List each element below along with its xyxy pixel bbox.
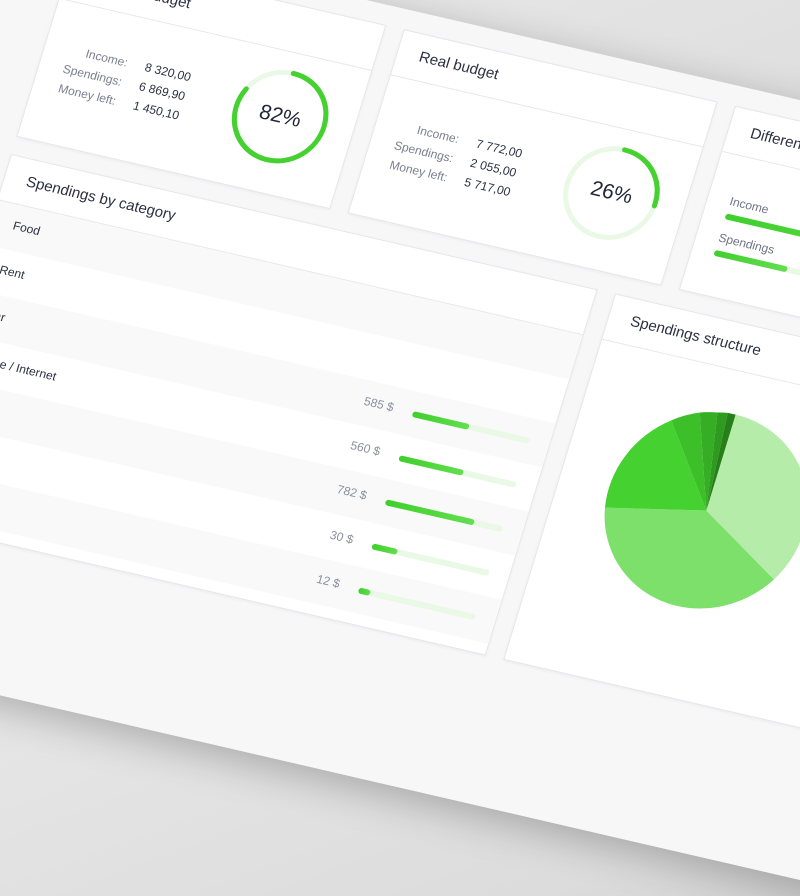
real-budget-values: Income:7 772,00 Spendings:2 055,00 Money… — [372, 113, 525, 202]
difference-income-label: Income — [727, 194, 771, 217]
category-amount: 585 $ — [362, 394, 396, 415]
category-bar — [398, 455, 517, 488]
category-bar — [357, 587, 477, 621]
spendings-pie-chart — [604, 412, 800, 609]
planned-budget-values: Income:8 320,00 Spendings:6 869,90 Money… — [41, 37, 194, 126]
planned-progress-ring: 82% — [217, 57, 344, 175]
planned-percent: 82% — [256, 100, 305, 132]
category-bar — [371, 543, 490, 577]
category-amount: 560 $ — [348, 438, 383, 459]
category-name: Rent — [0, 262, 27, 282]
category-bar — [384, 499, 504, 533]
category-name: Car — [0, 306, 8, 325]
difference-spendings-bar — [713, 249, 800, 312]
category-amount: 782 $ — [335, 482, 369, 503]
real-progress-ring: 26% — [548, 134, 675, 252]
category-name: Phone / Internet — [0, 350, 59, 384]
category-bar — [411, 411, 531, 444]
category-name: Food — [11, 218, 42, 239]
real-budget-card: Real budget Income:7 772,00 Spendings:2 … — [347, 29, 718, 286]
category-amount: 12 $ — [314, 571, 342, 591]
real-percent: 26% — [587, 176, 636, 209]
planned-budget-card: Planned budget Income:8 320,00 Spendings… — [16, 0, 387, 210]
category-amount: 30 $ — [328, 527, 356, 547]
spendings-structure-card: Spendings structure — [503, 293, 800, 742]
